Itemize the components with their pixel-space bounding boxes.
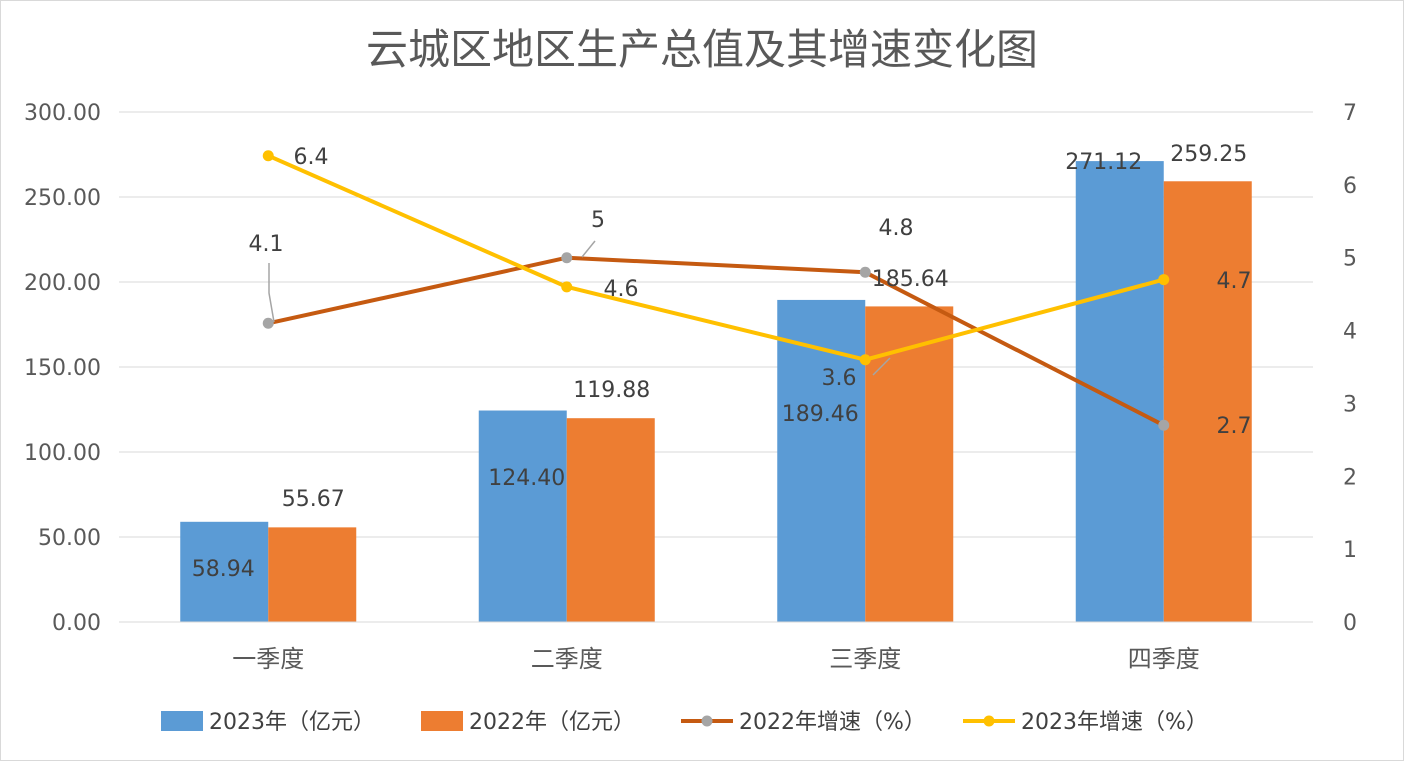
y2-tick-label: 0 <box>1343 611 1357 636</box>
line-point <box>561 281 573 293</box>
y2-tick-label: 3 <box>1343 392 1357 417</box>
line-point <box>262 317 274 329</box>
leader-line <box>872 357 891 376</box>
bar-value-label: 58.94 <box>192 557 255 582</box>
legend-swatch <box>161 711 203 731</box>
legend-label: 2023年（亿元） <box>209 710 375 735</box>
bar-value-label: 185.64 <box>872 267 949 292</box>
legend-marker <box>701 715 713 727</box>
bar-value-label: 189.46 <box>782 402 859 427</box>
y-tick-label: 50.00 <box>38 526 101 551</box>
legend-swatch <box>421 711 463 731</box>
line-value-label: 5 <box>591 208 605 233</box>
legend-label: 2023年增速（%） <box>1021 710 1208 735</box>
leader-line <box>268 263 275 323</box>
y2-tick-label: 2 <box>1343 465 1357 490</box>
line-value-label: 6.4 <box>294 145 329 170</box>
x-category-label: 四季度 <box>1128 645 1200 673</box>
y2-tick-label: 5 <box>1343 247 1357 272</box>
line-point <box>561 252 573 264</box>
leader-line <box>581 240 596 258</box>
bar-value-label: 259.25 <box>1170 142 1247 167</box>
x-category-label: 一季度 <box>232 645 304 673</box>
data-labels: 58.94 55.67 124.40 119.88 189.46 185.64 271.12… <box>192 142 1252 582</box>
chart-title: 云城区地区生产总值及其增速变化图 <box>366 25 1038 74</box>
y2-tick-label: 1 <box>1343 538 1357 563</box>
line-value-label: 4.1 <box>249 232 284 257</box>
line-point <box>1158 419 1170 431</box>
line-growth-2022 <box>267 255 1165 428</box>
bar-2022 <box>1163 181 1252 622</box>
x-category-label: 二季度 <box>531 645 603 673</box>
line-point <box>262 150 274 162</box>
bar-value-label: 124.40 <box>488 466 565 491</box>
y2-tick-label: 6 <box>1343 174 1357 199</box>
bar-2023 <box>1075 161 1164 622</box>
line-value-label: 4.7 <box>1217 269 1252 294</box>
bar-2023 <box>478 410 567 622</box>
y-tick-label: 150.00 <box>24 356 101 381</box>
bar-2023 <box>777 299 866 622</box>
line-value-label: 4.8 <box>879 216 914 241</box>
bar-2022 <box>268 527 357 622</box>
bar-value-label: 271.12 <box>1065 150 1142 175</box>
bar-value-label: 119.88 <box>573 378 650 403</box>
line-value-label: 3.6 <box>822 366 857 391</box>
primary-y-axis: 0.00 50.00 100.00 150.00 200.00 250.00 300.00 <box>24 101 101 636</box>
bar-2022 <box>865 306 954 622</box>
x-axis: 一季度 二季度 三季度 四季度 <box>119 621 1313 673</box>
y2-tick-label: 7 <box>1343 101 1357 126</box>
legend-label: 2022年（亿元） <box>469 710 635 735</box>
y-tick-label: 0.00 <box>52 611 101 636</box>
y2-tick-label: 4 <box>1343 320 1357 345</box>
secondary-y-axis: 0 1 2 3 4 5 6 7 <box>1343 101 1357 636</box>
y-tick-label: 300.00 <box>24 101 101 126</box>
y-tick-label: 250.00 <box>24 186 101 211</box>
legend-marker <box>983 715 995 727</box>
bar-value-label: 55.67 <box>282 487 345 512</box>
legend-label: 2022年增速（%） <box>739 710 926 735</box>
line-point <box>1158 274 1170 286</box>
line-point <box>859 354 871 366</box>
bar-series-group <box>180 161 1252 622</box>
line-point <box>859 266 871 278</box>
y-tick-label: 200.00 <box>24 271 101 296</box>
bar-2023 <box>180 521 269 622</box>
legend: 2023年（亿元） 2022年（亿元） 2022年增速（%） 2023年增速（%） <box>161 710 1208 735</box>
line-value-label: 4.6 <box>604 277 639 302</box>
x-category-label: 三季度 <box>829 645 901 673</box>
bar-2022 <box>566 418 655 622</box>
line-series-group <box>262 150 1170 431</box>
line-value-label: 2.7 <box>1217 414 1252 439</box>
line-growth-2023 <box>267 153 1165 362</box>
y-tick-label: 100.00 <box>24 441 101 466</box>
